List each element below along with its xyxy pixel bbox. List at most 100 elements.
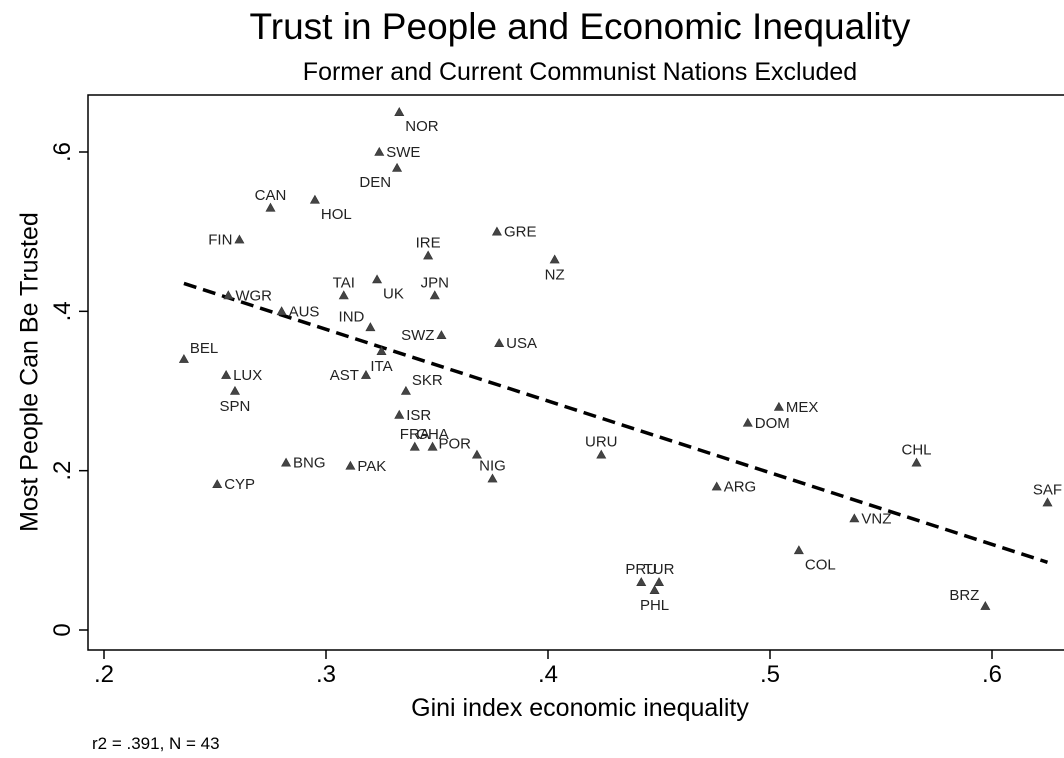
chart-title: Trust in People and Economic Inequality	[249, 6, 911, 47]
data-point	[281, 457, 292, 467]
data-point	[487, 473, 498, 483]
data-point-label: SKR	[412, 372, 443, 389]
data-point	[221, 369, 232, 379]
data-point-label: GHA	[416, 426, 449, 443]
data-point-label: SWE	[386, 144, 420, 161]
data-point	[372, 274, 383, 284]
data-point-label: SAF	[1033, 482, 1062, 499]
data-point	[265, 202, 276, 212]
data-point-label: FRA	[400, 426, 430, 443]
x-tick-label: .2	[94, 661, 114, 688]
data-point-label: NZ	[545, 267, 565, 284]
fitted-regression-line	[183, 281, 1049, 564]
data-point	[374, 146, 385, 156]
data-point	[491, 226, 502, 236]
data-marks: NOR SWE DEN CAN HOL FIN IRE GRE NZ TAI UK JPN WGR AUS…	[178, 107, 1062, 614]
x-tick-label: .3	[316, 661, 336, 688]
y-axis-label: Most People Can Be Trusted	[15, 212, 44, 532]
y-tick-label: .2	[49, 461, 76, 481]
data-point	[212, 479, 223, 489]
data-point-label: BNG	[293, 455, 326, 472]
data-point-label: SWZ	[401, 327, 434, 344]
y-tick-label: 0	[49, 623, 76, 636]
data-point	[849, 513, 860, 523]
data-point	[596, 449, 607, 459]
data-point-label: UK	[383, 285, 404, 302]
data-point	[234, 234, 245, 244]
data-point	[429, 290, 440, 300]
data-point	[1042, 497, 1053, 507]
data-point-label: POR	[438, 436, 471, 453]
data-point	[309, 194, 320, 204]
data-point-label: BRZ	[949, 587, 979, 604]
y-tick-label: .6	[49, 142, 76, 162]
data-point	[409, 441, 420, 451]
data-point-label: NOR	[405, 118, 439, 135]
data-point	[653, 577, 665, 586]
data-point	[471, 449, 482, 459]
data-point	[549, 254, 560, 264]
y-axis: 0 .2 .4 .6	[49, 142, 88, 637]
data-point	[400, 385, 411, 395]
data-point	[365, 322, 376, 332]
data-point-label: DOM	[755, 415, 790, 432]
data-point-label: TAI	[333, 274, 355, 291]
data-point-label: SPN	[220, 398, 251, 415]
plot-area-frame	[87, 94, 1064, 651]
data-point	[742, 417, 753, 427]
data-point-label: GRE	[504, 224, 537, 241]
data-point-label: HOL	[321, 206, 352, 223]
x-tick-label: .6	[982, 661, 1002, 688]
data-point-label: BEL	[190, 340, 218, 357]
data-point-label: URU	[585, 434, 618, 451]
data-point	[360, 369, 371, 379]
data-point	[436, 330, 447, 340]
data-point	[394, 107, 405, 116]
data-point	[223, 290, 234, 300]
data-point-label: CYP	[224, 476, 255, 493]
data-point-label: TUR	[644, 561, 675, 578]
data-point	[276, 306, 287, 316]
data-point-label: NIG	[479, 458, 506, 475]
data-point-label: AST	[330, 367, 359, 384]
data-point	[636, 577, 647, 586]
data-point	[711, 481, 722, 491]
x-tick-label: .5	[760, 661, 780, 688]
data-point-label: CAN	[255, 187, 287, 204]
data-point-label: COL	[805, 556, 836, 573]
data-point-label: IND	[339, 308, 365, 325]
data-point	[178, 354, 189, 363]
data-point	[423, 250, 434, 260]
data-point-label: PRU	[625, 561, 657, 578]
data-point	[229, 385, 240, 395]
data-point	[338, 290, 349, 300]
x-tick-label: .4	[538, 661, 558, 688]
fit-statistics-note: r2 = .391, N = 43	[92, 734, 220, 753]
data-point-label: USA	[506, 335, 537, 352]
data-point-label: ISR	[406, 407, 431, 424]
data-point-label: PAK	[357, 458, 386, 475]
y-tick-label: .4	[49, 301, 76, 321]
data-point-label: FIN	[208, 232, 232, 249]
data-point-label: MEX	[786, 399, 819, 416]
data-point	[773, 401, 784, 411]
data-point	[376, 346, 387, 355]
data-point-label: JPN	[421, 274, 449, 291]
chart-subtitle: Former and Current Communist Nations Exc…	[302, 58, 858, 86]
data-point	[345, 460, 356, 470]
data-point-label: VNZ	[861, 510, 891, 527]
data-point-label: ARG	[724, 479, 757, 496]
x-axis: .2 .3 .4 .5 .6	[94, 650, 1002, 688]
data-point-label: LUX	[233, 367, 262, 384]
data-point-label: AUS	[289, 303, 320, 320]
data-point	[911, 457, 922, 467]
data-point-label: IRE	[416, 235, 441, 252]
data-point	[392, 162, 403, 172]
data-point	[649, 585, 660, 594]
data-point	[427, 441, 438, 451]
data-point	[980, 600, 991, 610]
x-axis-label: Gini index economic inequality	[411, 694, 749, 722]
data-point	[494, 338, 505, 347]
data-point-label: CHL	[902, 442, 932, 459]
data-point	[793, 545, 804, 555]
